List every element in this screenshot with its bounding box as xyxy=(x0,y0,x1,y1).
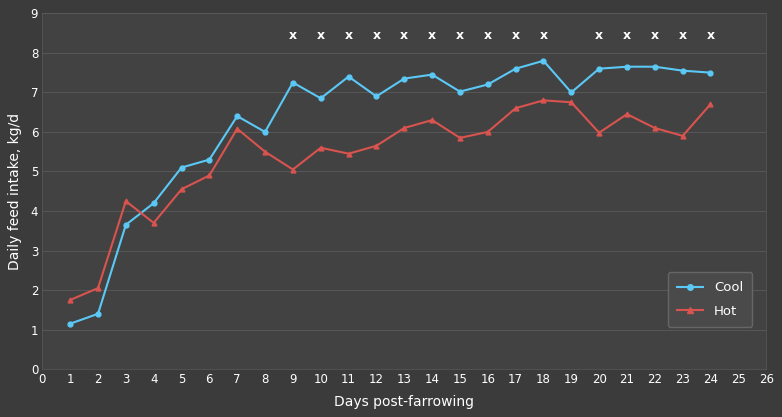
Hot xyxy=(149,220,159,225)
Hot xyxy=(594,130,604,135)
Text: x: x xyxy=(651,29,659,42)
Hot xyxy=(260,149,270,154)
Text: x: x xyxy=(345,29,353,42)
Hot xyxy=(539,98,548,103)
Hot xyxy=(706,102,716,107)
Cool xyxy=(650,64,659,69)
Cool xyxy=(539,58,548,63)
Line: Cool: Cool xyxy=(68,58,713,326)
Cool xyxy=(678,68,687,73)
Text: x: x xyxy=(400,29,408,42)
Hot xyxy=(93,286,102,291)
Hot xyxy=(371,143,381,148)
Line: Hot: Hot xyxy=(68,98,713,302)
Cool xyxy=(121,222,131,227)
Cool xyxy=(93,311,102,317)
Cool xyxy=(289,80,298,85)
Text: x: x xyxy=(428,29,436,42)
Cool xyxy=(149,201,159,206)
Text: x: x xyxy=(595,29,603,42)
Hot xyxy=(650,126,659,131)
Text: x: x xyxy=(706,29,715,42)
Hot xyxy=(678,133,687,138)
Hot xyxy=(232,126,242,131)
Cool xyxy=(594,66,604,71)
Cool xyxy=(400,76,409,81)
Text: x: x xyxy=(511,29,520,42)
X-axis label: Days post-farrowing: Days post-farrowing xyxy=(334,394,474,409)
Hot xyxy=(483,129,493,134)
Text: x: x xyxy=(372,29,381,42)
Cool xyxy=(316,96,325,101)
Hot xyxy=(289,167,298,172)
Cool xyxy=(371,94,381,99)
Hot xyxy=(121,198,131,203)
Cool xyxy=(428,72,437,77)
Hot xyxy=(177,187,186,192)
Cool xyxy=(483,82,493,87)
Hot xyxy=(316,145,325,150)
Cool xyxy=(177,165,186,170)
Y-axis label: Daily feed intake, kg/d: Daily feed intake, kg/d xyxy=(9,113,23,270)
Cool xyxy=(706,70,716,75)
Hot xyxy=(511,106,520,111)
Hot xyxy=(344,151,353,156)
Text: x: x xyxy=(317,29,325,42)
Cool xyxy=(344,74,353,79)
Text: x: x xyxy=(289,29,297,42)
Cool xyxy=(205,157,214,162)
Cool xyxy=(511,66,520,71)
Cool xyxy=(455,89,465,94)
Text: x: x xyxy=(484,29,492,42)
Hot xyxy=(455,136,465,141)
Hot xyxy=(205,173,214,178)
Text: x: x xyxy=(540,29,547,42)
Text: x: x xyxy=(623,29,631,42)
Hot xyxy=(400,126,409,131)
Hot xyxy=(66,297,75,302)
Hot xyxy=(567,100,576,105)
Text: x: x xyxy=(679,29,687,42)
Legend: Cool, Hot: Cool, Hot xyxy=(668,272,752,327)
Hot xyxy=(622,112,632,117)
Cool xyxy=(260,129,270,134)
Hot xyxy=(428,118,437,123)
Text: x: x xyxy=(456,29,464,42)
Cool xyxy=(622,64,632,69)
Cool xyxy=(66,321,75,326)
Cool xyxy=(232,113,242,118)
Cool xyxy=(567,90,576,95)
